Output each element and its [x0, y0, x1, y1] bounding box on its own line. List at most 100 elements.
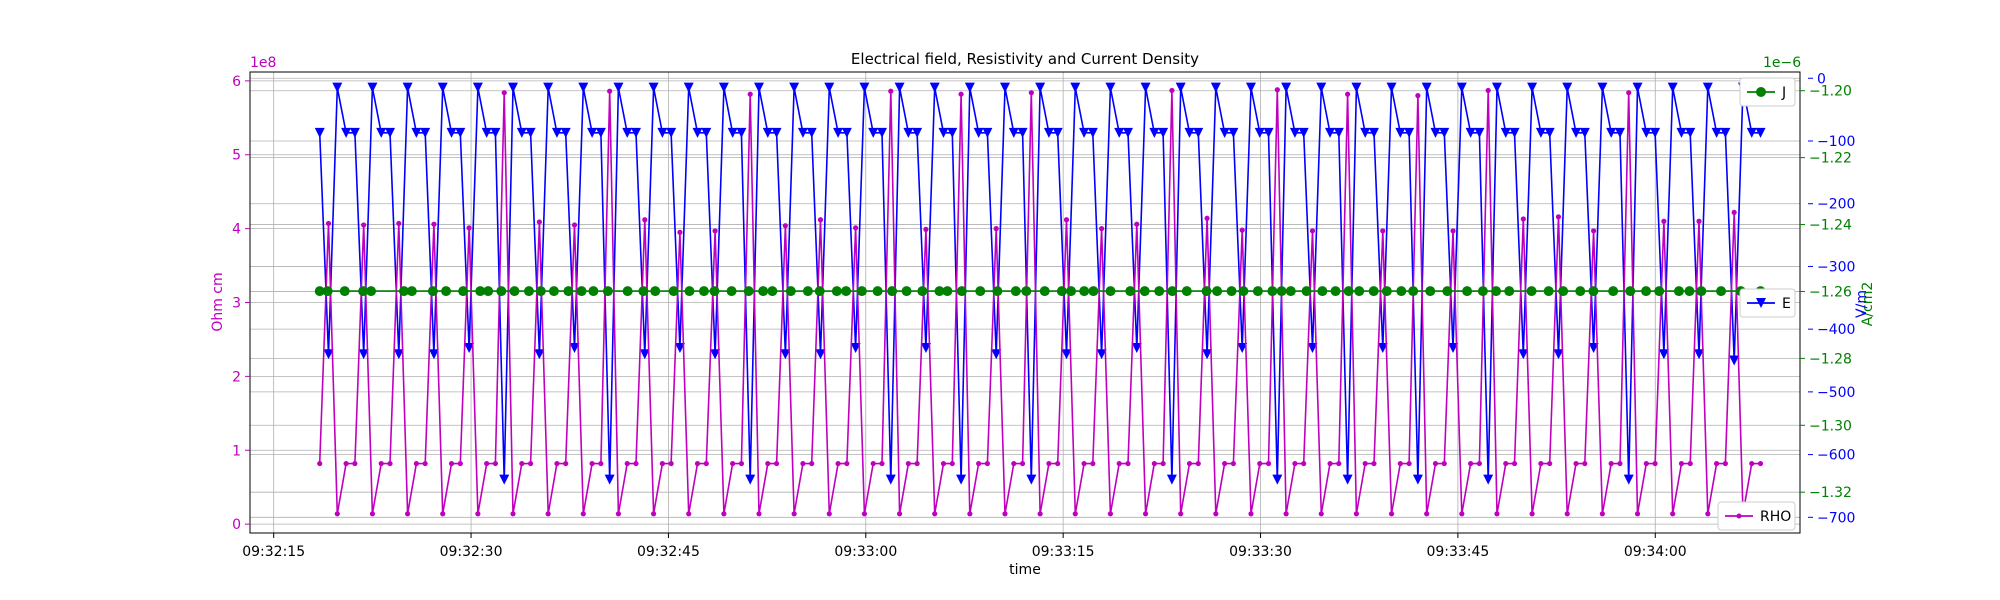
legend-j-marker [1756, 87, 1766, 97]
series-rho-marker [1617, 460, 1623, 467]
series-j-marker [1330, 286, 1341, 297]
series-rho-marker [1318, 511, 1324, 517]
series-rho-marker [1520, 216, 1526, 222]
series-rho-marker [923, 226, 929, 232]
series-j-marker [1673, 286, 1684, 297]
series-rho-marker [396, 220, 402, 227]
series-e-marker [727, 127, 738, 138]
right-outer-tick-label: −700 [1817, 510, 1855, 526]
series-j-marker [841, 286, 852, 297]
series-j-marker [602, 286, 613, 297]
series-rho-marker [1116, 460, 1122, 467]
series-j-marker [1442, 286, 1453, 297]
series-j-marker [767, 286, 778, 297]
series-rho-marker [1037, 511, 1043, 517]
series-e-marker [604, 474, 615, 485]
series-rho-marker [967, 511, 973, 517]
series-rho-marker [1063, 217, 1070, 223]
legend-j[interactable]: J [1739, 77, 1796, 107]
series-j-marker [1066, 286, 1077, 297]
series-rho-marker [1090, 460, 1096, 467]
series-j-marker [1226, 286, 1237, 297]
series-j-marker [535, 286, 546, 297]
series-e-marker [1368, 127, 1379, 138]
left-tick-label: 1 [232, 443, 241, 459]
series-e-marker [314, 127, 325, 138]
series-e-marker [1307, 342, 1318, 353]
series-e-marker [1096, 349, 1107, 360]
series-rho-marker [1002, 511, 1008, 517]
series-j-marker [1212, 286, 1223, 297]
series-rho-marker [615, 511, 622, 517]
series-e-marker [341, 127, 352, 138]
series-rho-marker [1538, 460, 1544, 467]
series-e-marker [1210, 82, 1221, 93]
series-rho-marker [589, 460, 595, 467]
series-rho-marker [1547, 460, 1553, 467]
series-e-marker [982, 127, 993, 138]
series-rho-marker [949, 460, 955, 467]
legend-rho[interactable]: RHO [1717, 501, 1796, 531]
series-rho-marker [448, 460, 455, 467]
series-rho-marker [1573, 460, 1579, 467]
right-inner-axis-offset-text: 1e−6 [1763, 55, 1801, 71]
series-rho-marker [457, 460, 463, 467]
series-e-marker [1219, 127, 1230, 138]
series-layer [314, 82, 1766, 517]
series-e-marker [587, 127, 598, 138]
series-rho-marker [1345, 91, 1351, 97]
series-e-marker [1579, 127, 1590, 138]
series-rho-marker [1283, 511, 1289, 517]
series-e-marker [631, 127, 642, 138]
series-e-marker [745, 474, 756, 485]
legend-rho-box [1717, 501, 1796, 531]
series-e-marker [885, 474, 896, 485]
series-j-marker [743, 286, 754, 297]
legend-e[interactable]: E [1739, 288, 1796, 318]
series-rho-marker [475, 511, 481, 517]
series-rho-marker [1722, 460, 1728, 467]
x-tick-label: 09:33:30 [1229, 544, 1292, 560]
series-j-marker [1201, 286, 1212, 297]
series-e-marker [1588, 342, 1599, 353]
series-e-marker [666, 127, 677, 138]
series-rho-marker [650, 511, 657, 517]
series-j-marker [548, 286, 559, 297]
series-j-marker [427, 286, 438, 297]
series-e-marker [1122, 127, 1133, 138]
series-rho-marker [1055, 460, 1061, 467]
series-e-marker [543, 82, 554, 93]
series-rho-marker [1327, 460, 1333, 467]
series-j-marker [1477, 286, 1488, 297]
series-rho-marker [835, 460, 841, 467]
series-rho-marker [325, 220, 332, 227]
series-rho-marker [1503, 460, 1509, 467]
series-rho-marker [571, 222, 578, 228]
series-e-marker [1509, 127, 1520, 138]
series-rho-marker [510, 511, 516, 517]
series-j-marker [1021, 286, 1032, 297]
series-rho-marker [905, 460, 911, 467]
series-rho-marker [773, 460, 780, 467]
series-e-marker [1430, 127, 1441, 138]
left-axis-label: Ohm cm [210, 272, 226, 331]
series-e-marker [710, 349, 721, 360]
series-rho-marker [1670, 511, 1676, 517]
series-j-marker [1641, 286, 1652, 297]
series-e-marker [367, 82, 378, 93]
series-j-marker [475, 286, 486, 297]
series-j-marker [1056, 286, 1067, 297]
series-e-marker [1070, 82, 1081, 93]
series-e-marker [1465, 127, 1476, 138]
series-rho-marker [932, 511, 938, 517]
series-e-marker [1658, 349, 1669, 360]
series-e-marker [1333, 127, 1344, 138]
series-e-marker [1289, 127, 1300, 138]
series-rho-marker [1757, 460, 1764, 467]
left-axis-offset-text: 1e8 [250, 55, 276, 71]
series-rho-marker [1678, 460, 1685, 467]
series-e-marker [1632, 82, 1643, 93]
series-rho-marker [1072, 511, 1078, 517]
series-e-marker [929, 82, 940, 93]
